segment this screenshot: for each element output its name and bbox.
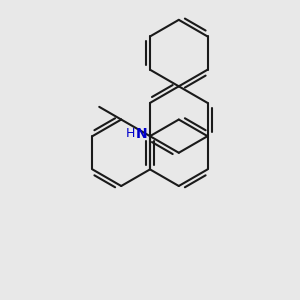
- Text: N: N: [136, 127, 148, 141]
- Text: H: H: [126, 127, 135, 140]
